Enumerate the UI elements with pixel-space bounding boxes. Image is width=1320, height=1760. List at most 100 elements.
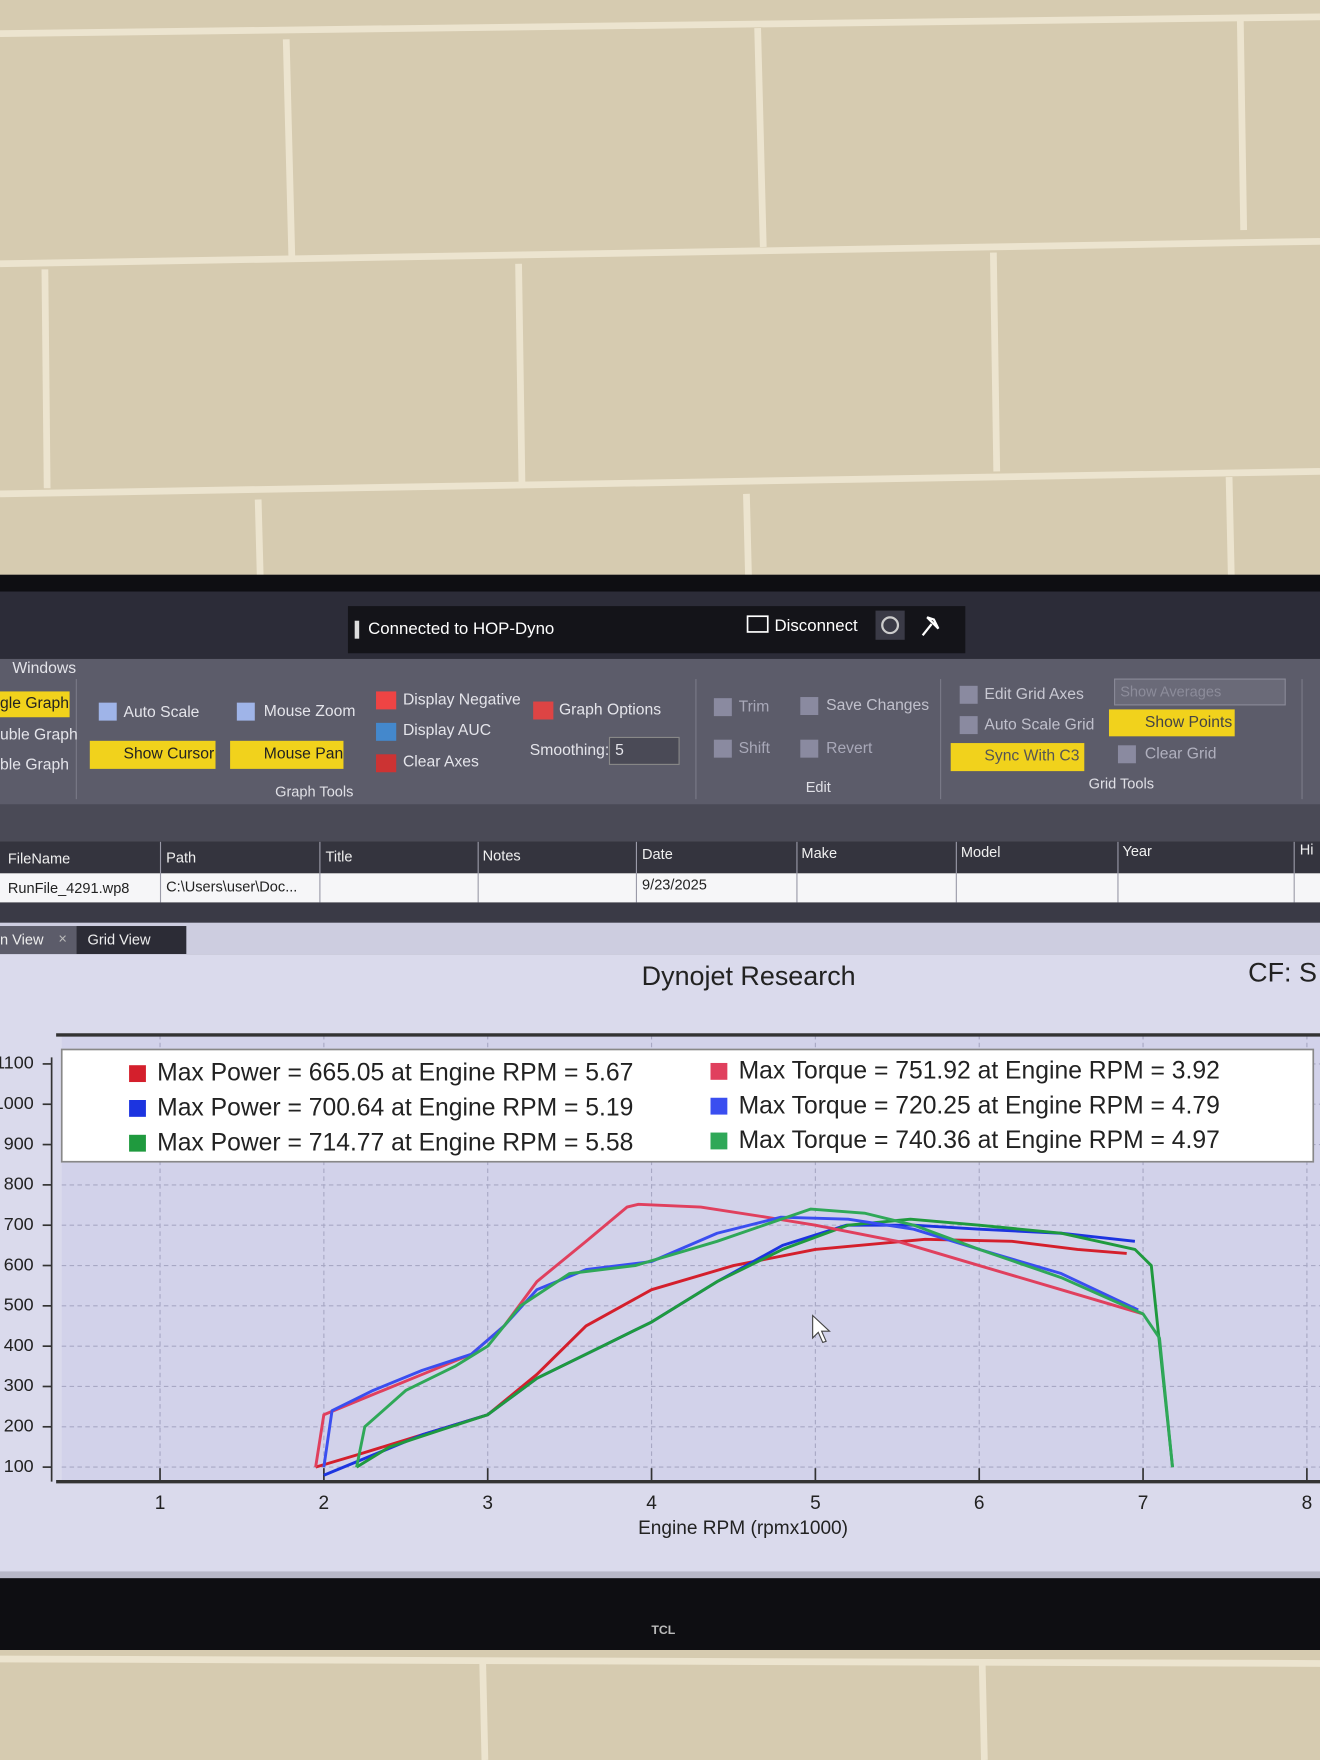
legend-box	[60, 1048, 1315, 1163]
averages-select[interactable]	[1114, 678, 1286, 706]
ribbon-button[interactable]: Mouse Pan	[264, 745, 343, 762]
column-header[interactable]: Date	[642, 847, 673, 863]
table-cell: C:\Users\user\Doc...	[166, 880, 297, 896]
x-tick-label: 7	[1138, 1493, 1149, 1514]
legend-entry: Max Torque = 751.92 at Engine RPM = 3.92	[739, 1057, 1220, 1084]
averages-select-text: Show Averages	[1120, 684, 1221, 700]
ribbon-button[interactable]: Display AUC	[403, 722, 491, 739]
ribbon-button[interactable]: Show Cursor	[123, 745, 214, 762]
y-tick-label: 400	[4, 1335, 34, 1355]
x-tick-label: 6	[974, 1493, 985, 1514]
ribbon-separators	[75, 679, 1303, 800]
column-header[interactable]: Title	[326, 849, 353, 865]
x-tick-label: 8	[1302, 1493, 1313, 1514]
status-panel	[347, 606, 966, 654]
group-label: Windows	[12, 660, 76, 677]
y-tick-label: 1000	[0, 1093, 34, 1113]
legend-swatch	[129, 1134, 146, 1152]
x-axis-label: Engine RPM (rpmx1000)	[638, 1518, 848, 1539]
legend-entry: Max Power = 700.64 at Engine RPM = 5.19	[157, 1094, 633, 1121]
table-row[interactable]	[0, 873, 1320, 903]
column-header[interactable]: Path	[166, 851, 196, 867]
ribbon-button[interactable]: Clear Grid	[1145, 745, 1217, 762]
ribbon-button[interactable]: gle Graph	[0, 695, 69, 712]
separator	[0, 902, 1320, 923]
column-lines	[159, 841, 1295, 903]
table-cell: 9/23/2025	[642, 877, 707, 893]
y-tick-label: 100	[4, 1456, 34, 1476]
settings-button[interactable]	[875, 610, 905, 640]
tab[interactable]	[0, 926, 77, 955]
mouse-cursor	[812, 1314, 831, 1344]
ribbon-button[interactable]: Show Points	[1145, 714, 1232, 731]
ribbon-button[interactable]: Sync With C3	[984, 748, 1079, 765]
y-tick-label: 200	[4, 1416, 34, 1436]
ribbon-button[interactable]: Auto Scale	[123, 704, 199, 721]
tab-label[interactable]: n View	[0, 932, 44, 948]
smoothing-value: 5	[615, 742, 624, 759]
legend-entry: Max Torque = 740.36 at Engine RPM = 4.97	[739, 1127, 1220, 1154]
data-line	[355, 1217, 1174, 1469]
y-tick-label: 600	[4, 1254, 34, 1274]
button-highlight	[89, 740, 216, 769]
column-header[interactable]: Year	[1122, 844, 1152, 860]
y-tick-label: 900	[4, 1133, 34, 1153]
ribbon-button[interactable]: Auto Scale Grid	[984, 716, 1094, 733]
connection-status: Connected to HOP-Dyno	[368, 619, 554, 638]
ribbon-button[interactable]: Clear Axes	[403, 753, 479, 770]
ribbon-button[interactable]: ble Graph	[0, 757, 69, 774]
legend-entry: Max Torque = 720.25 at Engine RPM = 4.79	[739, 1092, 1220, 1119]
ribbon-button[interactable]: Graph Options	[559, 702, 661, 719]
ribbon-button[interactable]: Shift	[739, 740, 771, 757]
x-tick-label: 4	[646, 1493, 657, 1514]
tab-strip	[0, 922, 1320, 955]
y-tick-label: 700	[4, 1214, 34, 1234]
button-highlight	[230, 740, 344, 769]
legend-swatch	[710, 1097, 728, 1115]
column-header[interactable]: Model	[961, 845, 1001, 861]
column-header[interactable]: FileName	[8, 852, 70, 868]
table-header	[0, 841, 1320, 874]
smoothing-select[interactable]	[608, 736, 680, 765]
x-tick-label: 5	[810, 1493, 821, 1514]
brick-lines	[0, 13, 1320, 1760]
x-tick-label: 3	[482, 1493, 493, 1514]
ribbon-button[interactable]: Mouse Zoom	[264, 703, 356, 720]
pin-icon[interactable]	[921, 616, 940, 637]
button-highlight	[1108, 709, 1235, 737]
ribbon-button[interactable]: Edit Grid Axes	[984, 686, 1084, 703]
tab-close[interactable]: ×	[58, 931, 67, 947]
legend-swatch	[710, 1132, 728, 1150]
data-line	[355, 1207, 1174, 1468]
ribbon	[0, 658, 1320, 805]
plot: 100 200 300 400 500 600 700 800 900 1000 1100 1 2 3 4 5…	[0, 1033, 1320, 1514]
ribbon-button[interactable]: uble Graph	[0, 726, 78, 743]
settings-icon	[881, 616, 900, 635]
ribbon-button[interactable]: Trim	[739, 698, 770, 715]
chart-footer	[0, 1571, 1320, 1579]
ribbon-button[interactable]: Revert	[826, 740, 873, 757]
legend-entry: Max Power = 714.77 at Engine RPM = 5.58	[157, 1129, 633, 1156]
data-line	[322, 1215, 1139, 1468]
group-label: Grid Tools	[1089, 776, 1154, 792]
x-tick-label: 1	[155, 1493, 166, 1514]
tab[interactable]	[76, 926, 187, 955]
ribbon-button[interactable]: Display Negative	[403, 692, 521, 709]
ribbon-button[interactable]: Save Changes	[826, 697, 929, 714]
table-toolbar	[0, 804, 1320, 842]
tab-label[interactable]: Grid View	[88, 932, 151, 948]
legend-swatch	[129, 1100, 146, 1117]
column-header[interactable]: Notes	[483, 848, 521, 864]
legend-entry: Max Power = 665.05 at Engine RPM = 5.67	[157, 1060, 633, 1087]
y-tick-label: 1100	[0, 1053, 34, 1073]
column-header[interactable]: Make	[801, 846, 837, 862]
column-header[interactable]: Hi	[1300, 843, 1314, 859]
y-tick-label: 500	[4, 1295, 34, 1315]
chart-annotation: CF: S	[1248, 957, 1317, 987]
y-tick-label: 300	[4, 1375, 34, 1395]
chart-title: Dynojet Research	[642, 961, 856, 991]
disconnect-button[interactable]: Disconnect	[774, 616, 858, 635]
group-label: Edit	[806, 780, 831, 796]
status-marker	[354, 620, 360, 639]
